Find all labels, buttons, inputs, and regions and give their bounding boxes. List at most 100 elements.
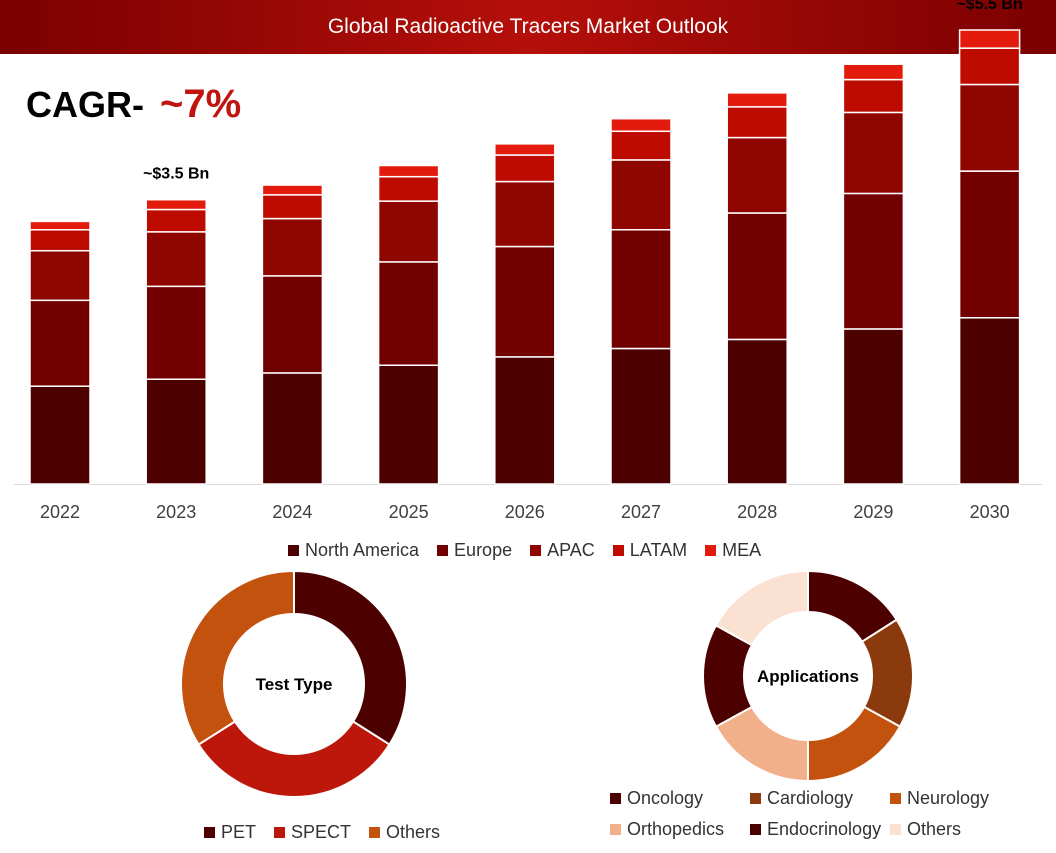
bar-apac-2026 xyxy=(494,180,556,248)
bar-europe-2028 xyxy=(726,212,788,341)
bar-apac-2024 xyxy=(261,217,324,277)
legend-swatch xyxy=(750,824,761,835)
legend-label: Neurology xyxy=(907,788,990,808)
x-tick-label-2029: 2029 xyxy=(853,502,893,522)
applications-legend: Oncology Cardiology Neurology Orthopedics En… xyxy=(610,788,1030,840)
legend-label: SPECT xyxy=(291,822,352,842)
x-tick-label-2023: 2023 xyxy=(156,502,196,522)
bar-north-america-2024 xyxy=(261,372,324,485)
applications-legend-item-others: Others xyxy=(890,819,1030,840)
legend-swatch xyxy=(288,545,299,556)
bar-legend-item-latam: LATAM xyxy=(612,540,688,561)
applications-legend-item-cardiology: Cardiology xyxy=(750,788,890,809)
bar-mea-2028 xyxy=(726,92,788,108)
bar-latam-2026 xyxy=(494,154,556,183)
x-tick-label-2025: 2025 xyxy=(389,502,429,522)
bar-latam-2027 xyxy=(610,130,672,161)
legend-swatch xyxy=(204,827,215,838)
test-type-slice-pet xyxy=(293,569,408,746)
test-type-legend: PET SPECT Others xyxy=(204,822,440,843)
bar-north-america-2028 xyxy=(726,338,788,485)
bar-north-america-2025 xyxy=(377,364,440,485)
legend-swatch xyxy=(610,793,621,804)
bar-north-america-2023 xyxy=(145,378,207,485)
bar-north-america-2026 xyxy=(494,356,556,485)
chart-title: Global Radioactive Tracers Market Outloo… xyxy=(327,15,729,38)
applications-slice-others xyxy=(714,569,809,647)
legend-swatch xyxy=(705,545,717,556)
x-tick-label-2027: 2027 xyxy=(621,502,661,522)
cagr-callout: CAGR- ~7% xyxy=(26,82,241,127)
legend-label: Europe xyxy=(454,540,513,560)
applications-legend-item-endocrinology: Endocrinology xyxy=(750,819,890,840)
bar-apac-2027 xyxy=(610,159,672,231)
cagr-value: ~7% xyxy=(159,82,242,126)
applications-legend-item-neurology: Neurology xyxy=(890,788,1030,809)
applications-slice-neurology xyxy=(807,705,902,783)
total-annotation-2023: ~$3.5 Bn xyxy=(143,166,209,183)
x-tick-label-2022: 2022 xyxy=(40,502,80,522)
x-tick-label-2030: 2030 xyxy=(970,502,1010,522)
bar-latam-2025 xyxy=(377,175,440,202)
legend-swatch xyxy=(530,545,542,556)
bar-mea-2026 xyxy=(494,143,556,156)
bar-latam-2023 xyxy=(145,208,207,233)
legend-label: PET xyxy=(221,822,257,842)
legend-swatch xyxy=(612,545,624,556)
bar-europe-2024 xyxy=(261,275,324,374)
bar-mea-2022 xyxy=(29,220,91,231)
legend-swatch xyxy=(890,824,901,835)
cagr-label: CAGR- xyxy=(26,84,144,125)
legend-label: Endocrinology xyxy=(767,819,882,839)
bar-mea-2029 xyxy=(842,63,905,81)
legend-label: North America xyxy=(305,540,420,560)
legend-label: Oncology xyxy=(627,788,704,808)
bar-legend-item-mea: MEA xyxy=(705,540,761,561)
legend-swatch xyxy=(437,545,449,556)
bar-latam-2022 xyxy=(29,229,91,252)
bar-apac-2025 xyxy=(377,200,440,263)
legend-swatch xyxy=(750,793,761,804)
test-type-slice-others xyxy=(180,569,295,746)
applications-center-label: Applications xyxy=(757,667,859,686)
bar-legend: North America Europe APAC LATAM MEA xyxy=(288,540,761,561)
bar-mea-2025 xyxy=(377,164,440,178)
legend-swatch xyxy=(890,793,901,804)
bar-latam-2024 xyxy=(261,194,324,220)
x-tick-label-2028: 2028 xyxy=(737,502,777,522)
test-type-slice-spect xyxy=(197,720,391,798)
bar-mea-2023 xyxy=(145,198,207,211)
bar-europe-2026 xyxy=(494,245,556,358)
bar-mea-2030 xyxy=(958,29,1021,49)
bar-apac-2023 xyxy=(145,231,207,288)
legend-label: Others xyxy=(907,819,962,839)
test-type-legend-item-pet: PET xyxy=(204,822,256,843)
legend-swatch xyxy=(610,824,621,835)
bar-north-america-2022 xyxy=(29,385,91,485)
bar-mea-2024 xyxy=(261,184,324,196)
bar-latam-2029 xyxy=(842,78,905,114)
legend-label: Cardiology xyxy=(767,788,854,808)
bar-europe-2025 xyxy=(377,261,440,367)
bar-europe-2029 xyxy=(842,192,905,330)
test-type-legend-item-spect: SPECT xyxy=(274,822,351,843)
bar-apac-2028 xyxy=(726,136,788,214)
bar-north-america-2027 xyxy=(610,347,672,485)
bar-legend-item-apac: APAC xyxy=(530,540,595,561)
bar-apac-2029 xyxy=(842,111,905,195)
bar-north-america-2029 xyxy=(842,328,905,485)
bar-legend-item-north-america: North America xyxy=(288,540,419,561)
total-annotation-2030: ~$5.5 Bn xyxy=(956,0,1022,13)
x-tick-label-2024: 2024 xyxy=(272,502,312,522)
bar-europe-2022 xyxy=(29,299,91,387)
legend-label: LATAM xyxy=(629,540,688,560)
x-tick-label-2026: 2026 xyxy=(505,502,545,522)
test-type-legend-item-others: Others xyxy=(369,822,440,843)
bar-legend-item-europe: Europe xyxy=(437,540,512,561)
bar-europe-2023 xyxy=(145,285,207,380)
applications-legend-item-orthopedics: Orthopedics xyxy=(610,819,750,840)
bar-europe-2027 xyxy=(610,229,672,350)
legend-label: APAC xyxy=(547,540,595,560)
bar-apac-2022 xyxy=(29,249,91,302)
